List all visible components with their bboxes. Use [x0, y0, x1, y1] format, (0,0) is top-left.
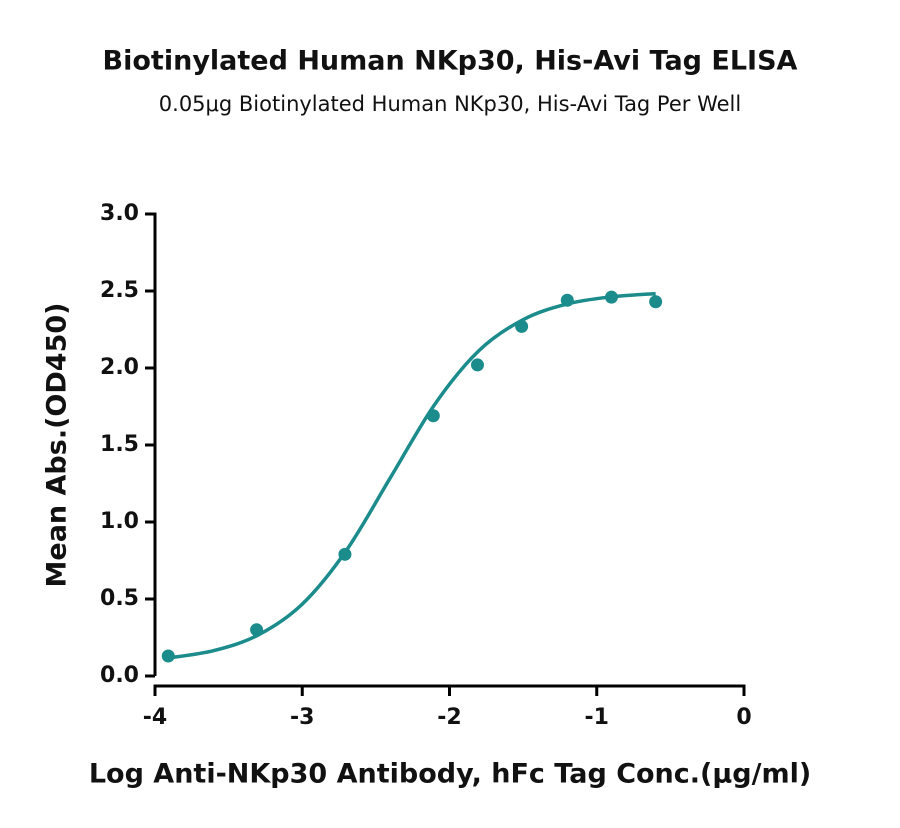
chart-subtitle: 0.05μg Biotinylated Human NKp30, His-Avi…	[159, 92, 741, 116]
x-tick-label: -4	[143, 705, 167, 730]
x-tick-label: -3	[290, 705, 314, 730]
y-tick-label: 2.0	[100, 355, 139, 380]
x-tick-label: -2	[437, 705, 461, 730]
y-tick-label: 1.0	[100, 509, 139, 534]
y-tick-label: 0.5	[100, 586, 139, 611]
fit-curve	[169, 291, 656, 660]
y-tick-label: 2.5	[100, 278, 139, 303]
y-axis-label: Mean Abs.(OD450)	[42, 303, 73, 588]
y-tick-label: 3.0	[100, 201, 139, 226]
y-tick-label: 0.0	[100, 663, 139, 688]
y-tick-label: 1.5	[100, 432, 139, 457]
x-axis-label: Log Anti-NKp30 Antibody, hFc Tag Conc.(μ…	[89, 759, 811, 790]
data-point	[649, 295, 663, 309]
x-tick-label: 0	[736, 705, 751, 730]
chart-title: Biotinylated Human NKp30, His-Avi Tag EL…	[103, 46, 798, 77]
x-tick-label: -1	[585, 705, 609, 730]
data-point	[470, 358, 484, 372]
